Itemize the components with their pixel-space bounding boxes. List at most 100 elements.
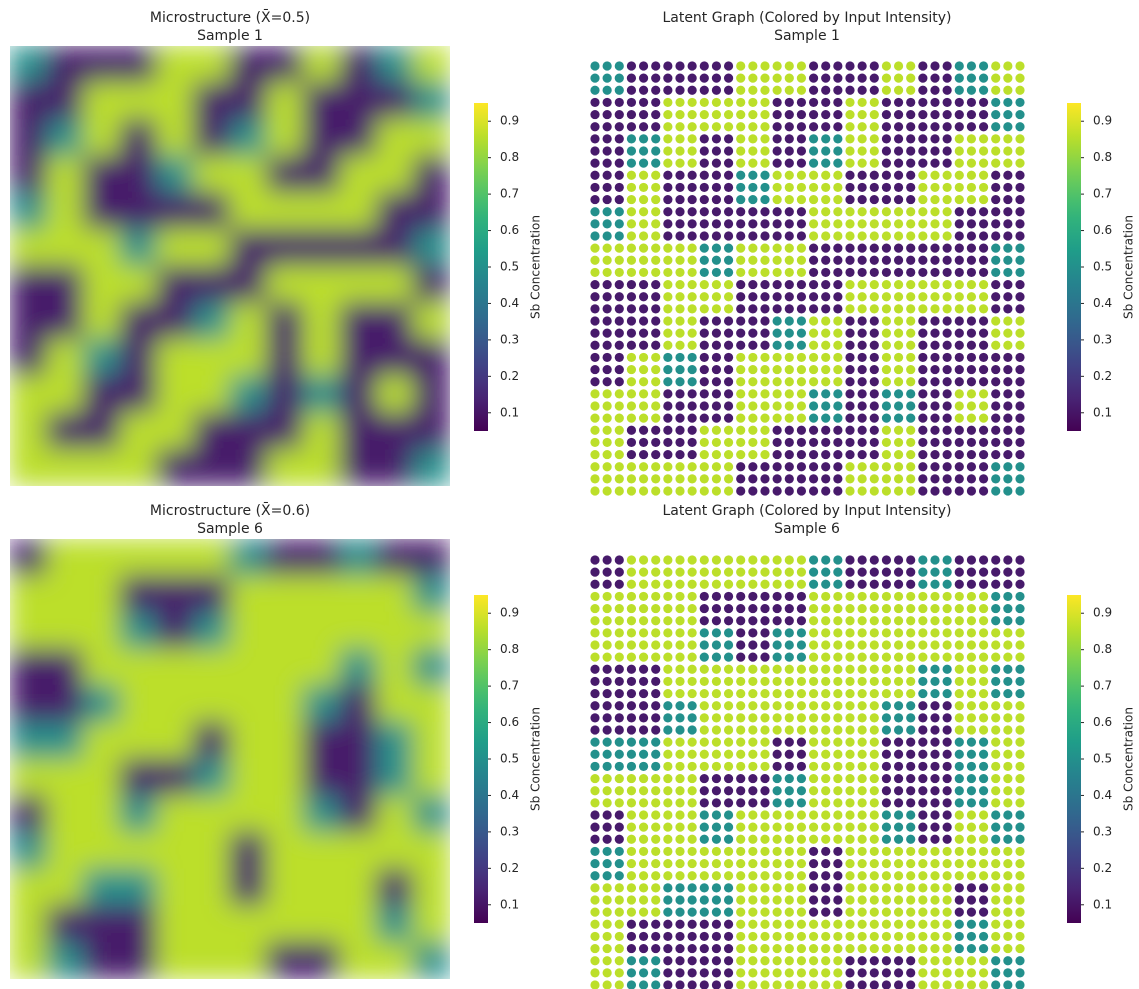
graph-node <box>845 688 855 699</box>
graph-node <box>857 822 867 832</box>
graph-node <box>881 701 892 711</box>
graph-node <box>675 267 685 278</box>
graph-node <box>1015 773 1025 784</box>
graph-node <box>869 474 879 484</box>
graph-node <box>687 352 697 363</box>
graph-node <box>991 158 1001 168</box>
graph-node <box>675 231 685 241</box>
graph-node <box>699 401 709 411</box>
graph-node <box>784 413 794 423</box>
colorbar <box>1067 103 1081 431</box>
graph-node <box>918 146 928 156</box>
graph-node <box>590 883 600 893</box>
graph-node <box>966 773 977 784</box>
heatmap-cell <box>192 611 231 650</box>
graph-node <box>1003 858 1013 869</box>
graph-node <box>991 907 1001 917</box>
graph-node <box>906 340 916 350</box>
graph-node <box>845 676 855 687</box>
graph-node <box>930 243 940 253</box>
graph-node <box>796 437 807 448</box>
graph-node <box>784 603 794 614</box>
graph-node <box>821 688 831 699</box>
graph-node <box>966 413 977 423</box>
graph-node <box>784 340 794 350</box>
graph-node <box>687 389 697 399</box>
graph-node <box>869 834 879 844</box>
graph-node <box>833 640 843 650</box>
graph-node <box>808 73 819 83</box>
graph-node <box>821 798 831 808</box>
graph-node <box>626 231 637 241</box>
graph-node <box>918 377 928 387</box>
graph-node <box>869 798 879 808</box>
graph-node <box>906 858 916 869</box>
graph-node <box>772 968 782 978</box>
heatmap-cell <box>412 192 450 230</box>
graph-node <box>1015 267 1025 278</box>
graph-node <box>772 676 782 687</box>
graph-node <box>602 773 612 784</box>
graph-node <box>942 822 952 832</box>
graph-node <box>675 725 685 735</box>
graph-node <box>638 652 649 662</box>
graph-node <box>1015 413 1025 423</box>
graph-node <box>796 401 807 411</box>
graph-node <box>699 810 709 820</box>
graph-node <box>723 486 734 496</box>
graph-node <box>760 134 770 144</box>
graph-node <box>930 462 940 472</box>
graph-node <box>821 810 831 820</box>
graph-node <box>978 377 989 387</box>
graph-node <box>626 968 637 978</box>
graph-node <box>966 798 977 808</box>
graph-node <box>942 449 952 460</box>
graph-node <box>881 194 892 205</box>
graph-node <box>942 725 952 735</box>
graph-node <box>966 134 977 144</box>
graph-node <box>966 786 977 796</box>
graph-node <box>845 555 855 565</box>
graph-node <box>736 871 746 881</box>
graph-node <box>784 761 794 772</box>
graph-node <box>833 968 843 978</box>
graph-node <box>1003 907 1013 917</box>
graph-node <box>833 73 843 83</box>
graph-node <box>784 749 794 759</box>
graph-node <box>796 895 807 905</box>
colorbar-tick-label: 0.1 <box>1093 405 1112 419</box>
graph-node <box>772 834 782 844</box>
graph-node <box>881 352 892 363</box>
graph-node <box>966 725 977 735</box>
graph-node <box>930 219 940 229</box>
heatmap-cell <box>82 375 121 414</box>
graph-node <box>626 462 637 472</box>
graph-node <box>833 688 843 699</box>
graph-node <box>954 377 964 387</box>
graph-node <box>796 688 807 699</box>
graph-node <box>1015 255 1025 265</box>
graph-node <box>614 425 624 435</box>
graph-node <box>651 834 661 844</box>
graph-node <box>590 931 600 942</box>
graph-node <box>821 786 831 796</box>
colorbar-tick-label: 0.6 <box>500 715 519 729</box>
graph-node <box>991 603 1001 614</box>
graph-node <box>638 437 649 448</box>
graph-node <box>833 676 843 687</box>
heatmap-cell <box>229 302 268 340</box>
graph-node <box>954 798 964 808</box>
graph-node <box>978 292 989 302</box>
graph-node <box>772 980 782 989</box>
graph-node <box>869 413 879 423</box>
graph-node <box>638 798 649 808</box>
graph-node <box>723 895 734 905</box>
graph-node <box>821 231 831 241</box>
graph-node <box>736 304 746 314</box>
heatmap-cell <box>339 46 378 84</box>
graph-node <box>614 158 624 168</box>
graph-node <box>736 255 746 265</box>
graph-node <box>663 486 673 496</box>
graph-node <box>699 616 709 626</box>
graph-node <box>918 810 928 820</box>
